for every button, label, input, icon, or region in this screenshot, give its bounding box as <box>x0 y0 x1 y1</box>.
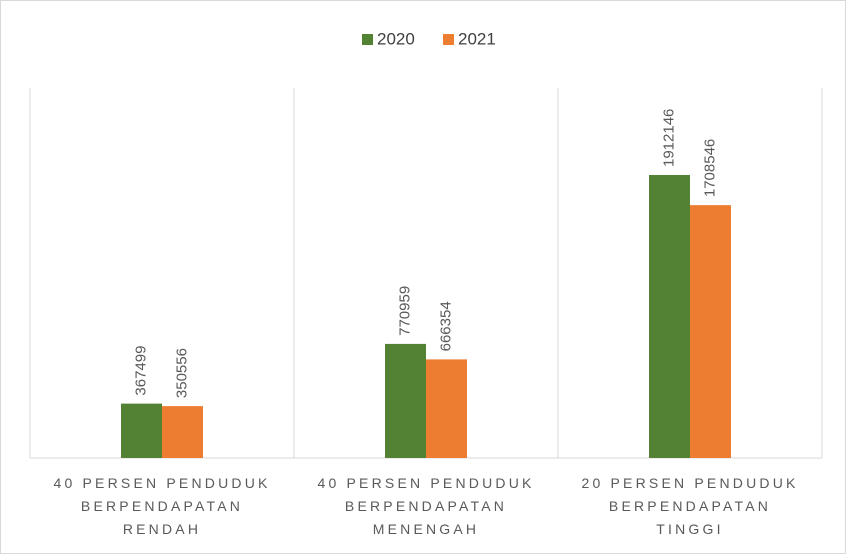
data-label: 350556 <box>173 348 190 398</box>
bar <box>121 403 162 458</box>
bar <box>385 343 426 458</box>
data-label: 367499 <box>132 346 149 396</box>
legend-label: 2021 <box>458 29 496 48</box>
data-label: 770959 <box>396 286 413 336</box>
legend-swatch <box>443 34 454 45</box>
data-label: 666354 <box>437 301 454 351</box>
data-label: 1708546 <box>701 139 718 197</box>
bar <box>162 406 203 458</box>
bar <box>690 205 731 458</box>
data-label: 1912146 <box>660 109 677 167</box>
x-tick-label: 40 PERSEN PENDUDUK BERPENDAPATAN MENENGA… <box>317 475 535 537</box>
x-tick-label: 40 PERSEN PENDUDUK BERPENDAPATAN RENDAH <box>53 475 271 537</box>
bar <box>649 175 690 459</box>
bar <box>426 359 467 458</box>
legend-label: 2020 <box>377 29 415 48</box>
x-tick-label: 20 PERSEN PENDUDUK BERPENDAPATAN TINGGI <box>581 475 799 537</box>
legend-swatch <box>362 34 373 45</box>
